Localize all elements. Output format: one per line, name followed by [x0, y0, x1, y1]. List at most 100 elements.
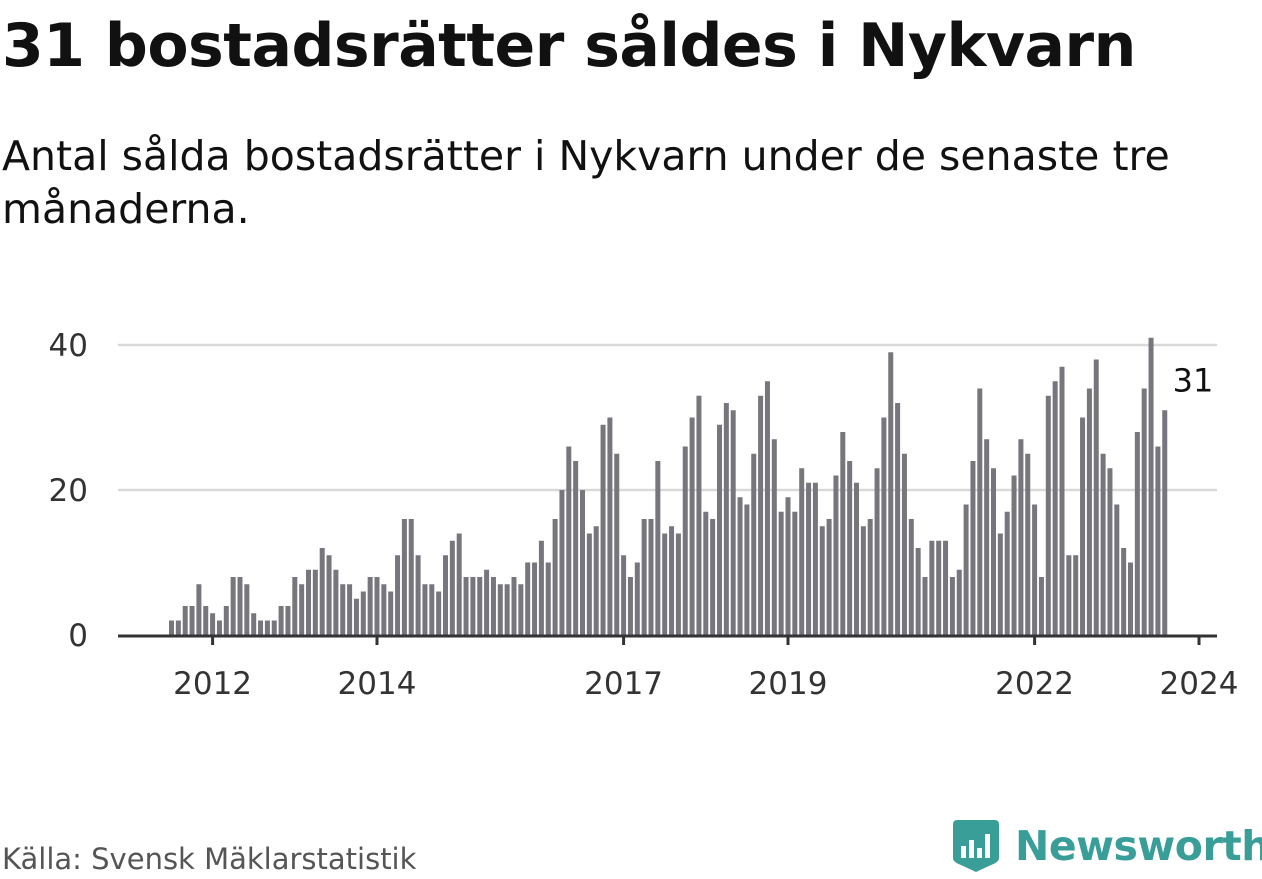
bar — [1086, 388, 1092, 635]
bar — [1032, 504, 1038, 635]
bar — [306, 569, 311, 635]
bar — [1018, 439, 1024, 635]
bar — [497, 584, 503, 635]
bar — [401, 519, 407, 635]
bar — [271, 620, 277, 635]
bar — [1052, 381, 1058, 635]
bar — [751, 453, 757, 635]
bar — [285, 606, 291, 635]
bar — [210, 613, 216, 635]
bar — [648, 519, 654, 635]
bar — [785, 497, 791, 635]
bar — [1155, 446, 1161, 635]
bar — [319, 548, 325, 635]
bar — [312, 569, 318, 635]
bar — [840, 432, 846, 635]
bar — [470, 577, 476, 635]
bar — [408, 519, 414, 635]
bar — [484, 569, 490, 635]
bar — [799, 468, 805, 635]
x-tick-label: 2024 — [1160, 666, 1239, 702]
bar — [662, 533, 668, 635]
x-tick-label: 2014 — [338, 666, 417, 702]
grid-lines — [118, 343, 1217, 492]
bar — [915, 548, 921, 635]
bar — [353, 598, 359, 635]
bar — [586, 533, 592, 635]
bar — [977, 388, 983, 635]
bar — [436, 591, 442, 635]
bar — [854, 482, 859, 635]
bar — [573, 461, 579, 635]
bar — [997, 533, 1003, 635]
bar — [614, 453, 620, 635]
bar — [566, 446, 572, 635]
bar — [490, 577, 496, 635]
bar — [723, 403, 729, 635]
bar — [374, 577, 380, 635]
bar — [812, 482, 818, 635]
bar-chart-doc-icon — [953, 820, 999, 872]
bar — [237, 577, 243, 635]
bar — [415, 555, 421, 635]
bars — [169, 337, 1168, 635]
x-tick-label: 2019 — [749, 666, 828, 702]
bar — [717, 424, 722, 635]
bar — [367, 577, 373, 635]
bar — [1093, 359, 1099, 635]
bar — [737, 497, 743, 635]
bar — [984, 439, 990, 635]
brand-name: Newsworthy — [1015, 822, 1262, 870]
bar — [175, 620, 181, 635]
x-tick-label: 2022 — [995, 666, 1074, 702]
bar — [778, 511, 784, 635]
bar — [216, 620, 222, 635]
bar — [456, 533, 462, 635]
bar — [189, 606, 195, 635]
bar — [826, 519, 832, 635]
bar — [888, 352, 894, 635]
bar — [689, 417, 695, 635]
bar — [196, 584, 202, 635]
bar — [792, 511, 798, 635]
bar — [203, 606, 209, 635]
bar — [1141, 388, 1147, 635]
bar — [970, 461, 976, 635]
bar — [669, 526, 675, 635]
bar — [1162, 410, 1168, 635]
bar — [333, 569, 339, 635]
bar — [956, 569, 962, 635]
bar — [682, 446, 688, 635]
bar — [580, 490, 585, 635]
bar — [1114, 504, 1120, 635]
bar — [867, 519, 873, 635]
bar — [949, 577, 955, 635]
bar — [1128, 562, 1133, 635]
bar — [908, 519, 914, 635]
bar — [258, 620, 264, 635]
bar — [463, 577, 469, 635]
bar — [1011, 475, 1017, 635]
bar — [901, 453, 907, 635]
bar — [806, 482, 812, 635]
source-note: Källa: Svensk Mäklarstatistik — [2, 842, 417, 876]
bar — [429, 584, 435, 635]
bar — [963, 504, 969, 635]
bar — [703, 511, 709, 635]
bar — [422, 584, 428, 635]
bar — [381, 584, 387, 635]
bar — [881, 417, 887, 635]
bar — [929, 540, 935, 635]
bar — [340, 584, 346, 635]
bar — [675, 533, 681, 635]
chart-subtitle: Antal sålda bostadsrätter i Nykvarn unde… — [2, 132, 1170, 233]
bar — [936, 540, 942, 635]
bar — [511, 577, 517, 635]
bar — [559, 490, 565, 635]
bar — [1025, 453, 1031, 635]
bar — [744, 504, 750, 635]
bar — [278, 606, 284, 635]
bar — [532, 562, 538, 635]
bar — [1080, 417, 1086, 635]
